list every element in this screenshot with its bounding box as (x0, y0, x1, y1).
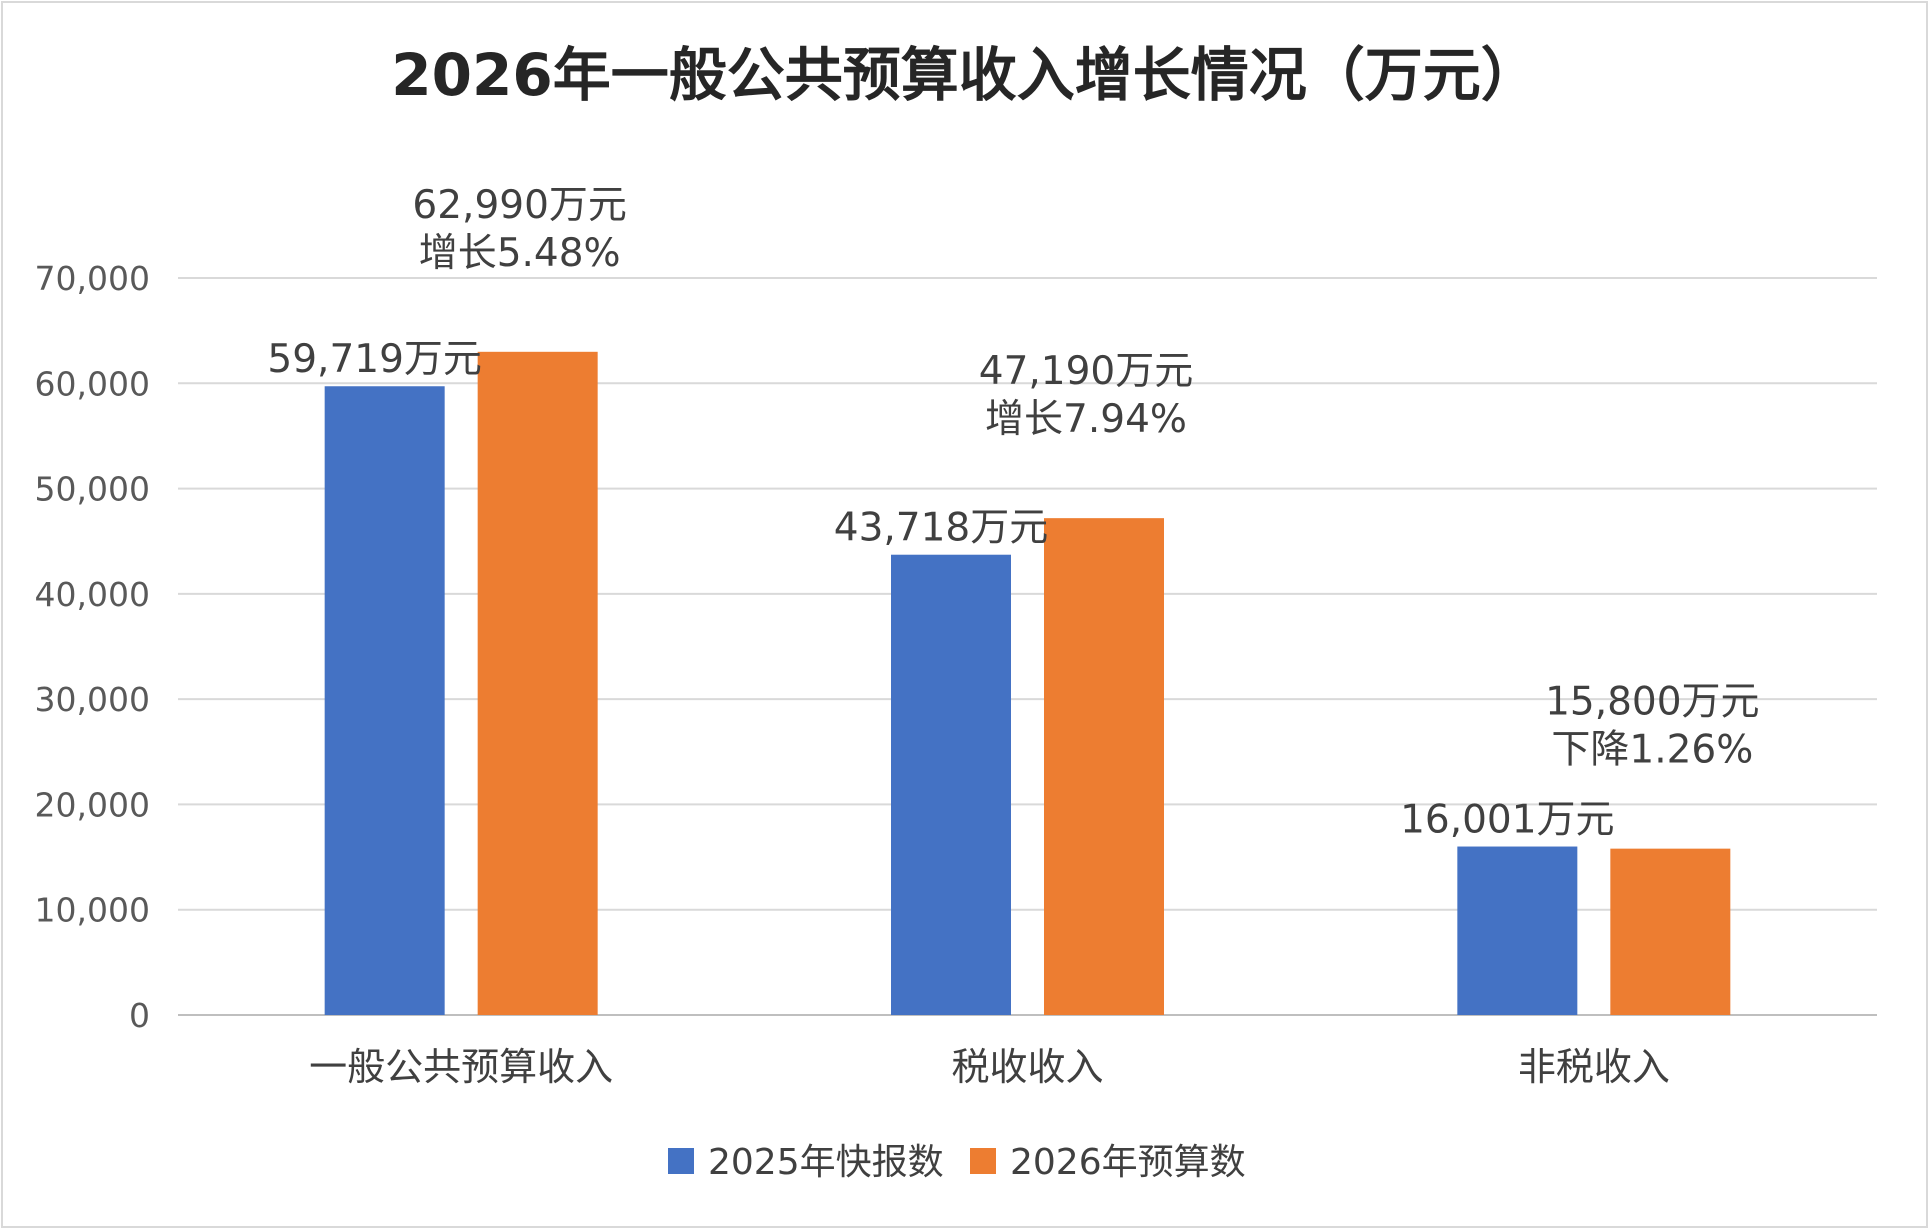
bar (1457, 846, 1578, 1015)
bar (1610, 848, 1731, 1015)
data-label: 16,001万元 (1400, 798, 1614, 843)
data-label: 62,990万元 (412, 183, 626, 228)
y-tick-label: 0 (129, 996, 150, 1035)
bar-layer (324, 351, 1731, 1015)
category-layer: 一般公共预算收入 税收收入 非税收入 (309, 1045, 1670, 1089)
y-tick-label: 20,000 (35, 785, 150, 824)
bar (477, 351, 598, 1015)
x-tick-label: 税收收入 (951, 1045, 1103, 1089)
data-label: 47,190万元 (979, 349, 1193, 394)
y-tick-label: 60,000 (35, 364, 150, 403)
chart-title: 2026年一般公共预算收入增长情况（万元） (391, 41, 1538, 109)
data-label: 增长5.48% (419, 231, 621, 276)
y-tick-label: 40,000 (35, 575, 150, 614)
y-tick-label: 70,000 (35, 259, 150, 298)
y-tick-label: 50,000 (35, 470, 150, 509)
data-label: 增长7.94% (985, 397, 1187, 442)
legend-swatch (668, 1148, 694, 1174)
tick-layer: 0 10,000 20,000 30,000 40,000 50,000 60,000 70,… (35, 259, 150, 1035)
data-label: 59,719万元 (267, 337, 481, 382)
data-label: 43,718万元 (834, 506, 1048, 551)
legend: 2025年快报数 2026年预算数 (668, 1142, 1246, 1183)
bar (324, 386, 445, 1015)
grid-layer (178, 277, 1877, 1016)
bar (891, 554, 1011, 1015)
legend-label: 2026年预算数 (1010, 1142, 1246, 1183)
y-tick-label: 30,000 (35, 680, 150, 719)
data-label: 下降1.26% (1551, 728, 1753, 773)
x-tick-label: 一般公共预算收入 (309, 1045, 613, 1089)
y-tick-label: 10,000 (35, 891, 150, 930)
x-tick-label: 非税收入 (1518, 1045, 1670, 1089)
data-label: 15,800万元 (1545, 680, 1759, 725)
bar (1044, 518, 1164, 1015)
legend-label: 2025年快报数 (708, 1142, 944, 1183)
legend-swatch (970, 1148, 996, 1174)
